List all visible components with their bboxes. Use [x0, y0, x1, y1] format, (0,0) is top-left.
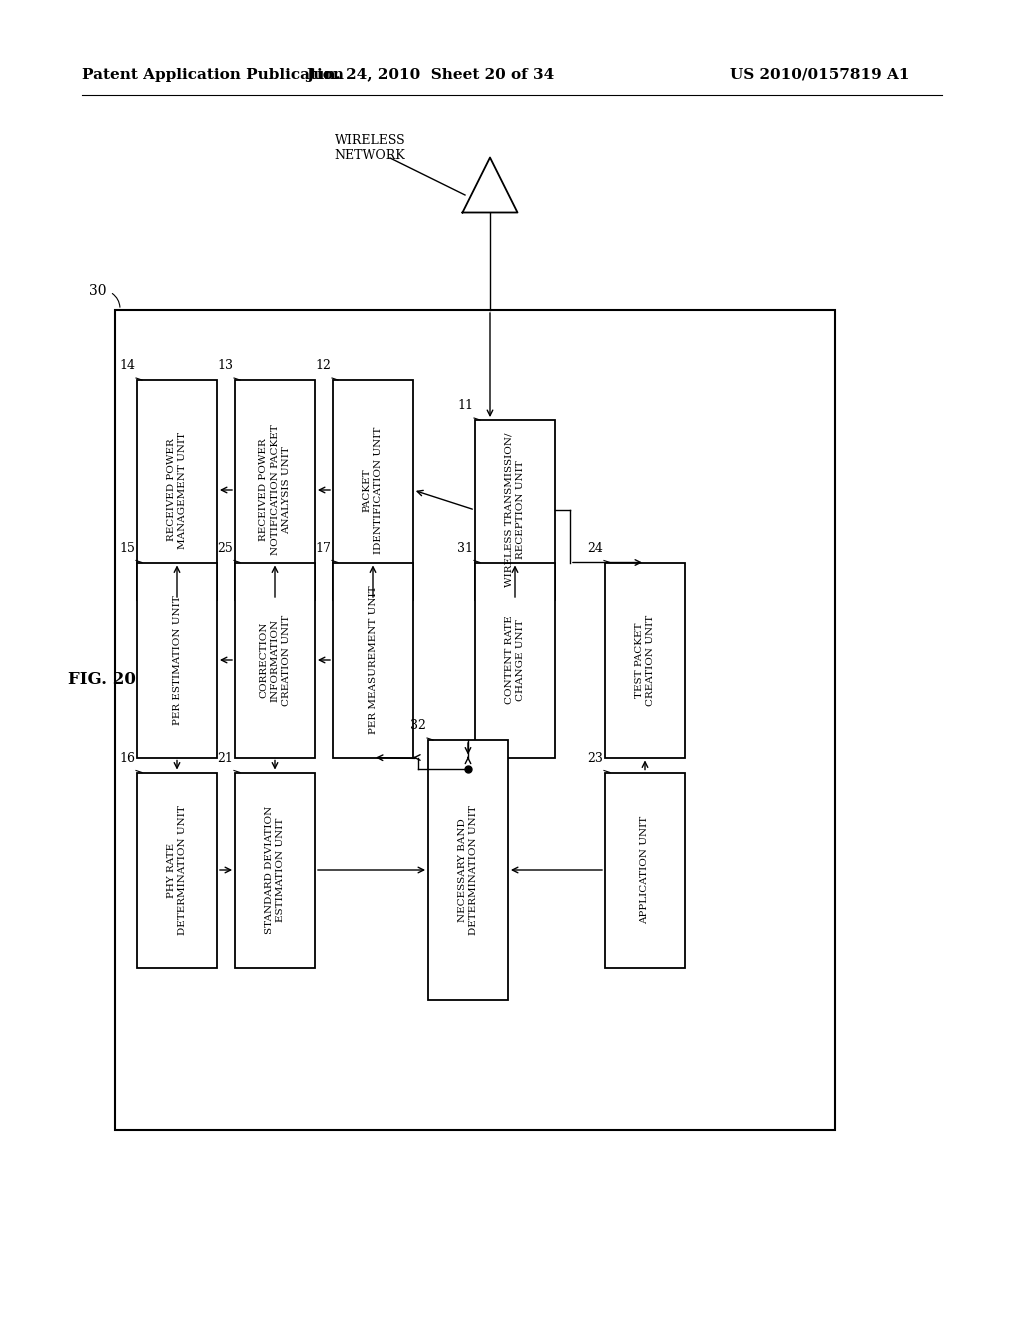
Text: 16: 16 [119, 751, 135, 764]
Text: 13: 13 [217, 359, 233, 372]
Bar [475, 562, 555, 758]
Text: 11: 11 [457, 399, 473, 412]
Text: 25: 25 [217, 541, 233, 554]
Bar [333, 562, 413, 758]
Text: PER ESTIMATION UNIT: PER ESTIMATION UNIT [172, 595, 181, 725]
Text: Patent Application Publication: Patent Application Publication [82, 69, 344, 82]
Text: 14: 14 [119, 359, 135, 372]
Bar [234, 562, 315, 758]
Text: 30: 30 [89, 284, 106, 298]
Bar [605, 562, 685, 758]
Text: 32: 32 [411, 719, 426, 733]
Text: PACKET
IDENTIFICATION UNIT: PACKET IDENTIFICATION UNIT [362, 426, 383, 553]
Text: PER MEASUREMENT UNIT: PER MEASUREMENT UNIT [369, 586, 378, 734]
Text: US 2010/0157819 A1: US 2010/0157819 A1 [730, 69, 909, 82]
Text: RECEIVED POWER
MANAGEMENT UNIT: RECEIVED POWER MANAGEMENT UNIT [167, 432, 187, 549]
Text: CONTENT RATE
CHANGE UNIT: CONTENT RATE CHANGE UNIT [505, 615, 525, 705]
Text: WIRELESS TRANSMISSION/
RECEPTION UNIT: WIRELESS TRANSMISSION/ RECEPTION UNIT [505, 433, 525, 587]
Text: 15: 15 [119, 541, 135, 554]
Bar [234, 380, 315, 601]
Text: 21: 21 [217, 751, 233, 764]
Text: APPLICATION UNIT: APPLICATION UNIT [640, 816, 649, 924]
Bar [333, 380, 413, 601]
Text: 12: 12 [315, 359, 331, 372]
Text: STANDARD DEVIATION
ESTIMATION UNIT: STANDARD DEVIATION ESTIMATION UNIT [265, 807, 285, 935]
Text: TEST PACKET
CREATION UNIT: TEST PACKET CREATION UNIT [635, 614, 655, 706]
Text: RECEIVED POWER
NOTIFICATION PACKET
ANALYSIS UNIT: RECEIVED POWER NOTIFICATION PACKET ANALY… [259, 425, 291, 556]
Bar [605, 772, 685, 968]
Text: CORRECTION
INFORMATION
CREATION UNIT: CORRECTION INFORMATION CREATION UNIT [259, 614, 291, 706]
Bar [234, 772, 315, 968]
Bar [428, 741, 508, 1001]
Bar [475, 420, 555, 601]
Bar [115, 310, 835, 1130]
Text: 24: 24 [587, 541, 603, 554]
Text: PHY RATE
DETERMINATION UNIT: PHY RATE DETERMINATION UNIT [167, 805, 187, 935]
Text: 23: 23 [587, 751, 603, 764]
Text: NECESSARY BAND
DETERMINATION UNIT: NECESSARY BAND DETERMINATION UNIT [458, 805, 478, 935]
Text: 17: 17 [315, 541, 331, 554]
Text: WIRELESS
NETWORK: WIRELESS NETWORK [335, 135, 406, 162]
Text: Jun. 24, 2010  Sheet 20 of 34: Jun. 24, 2010 Sheet 20 of 34 [306, 69, 554, 82]
Bar [137, 562, 217, 758]
Text: 31: 31 [457, 541, 473, 554]
Text: FIG. 20: FIG. 20 [68, 672, 136, 689]
Bar [137, 772, 217, 968]
Bar [137, 380, 217, 601]
